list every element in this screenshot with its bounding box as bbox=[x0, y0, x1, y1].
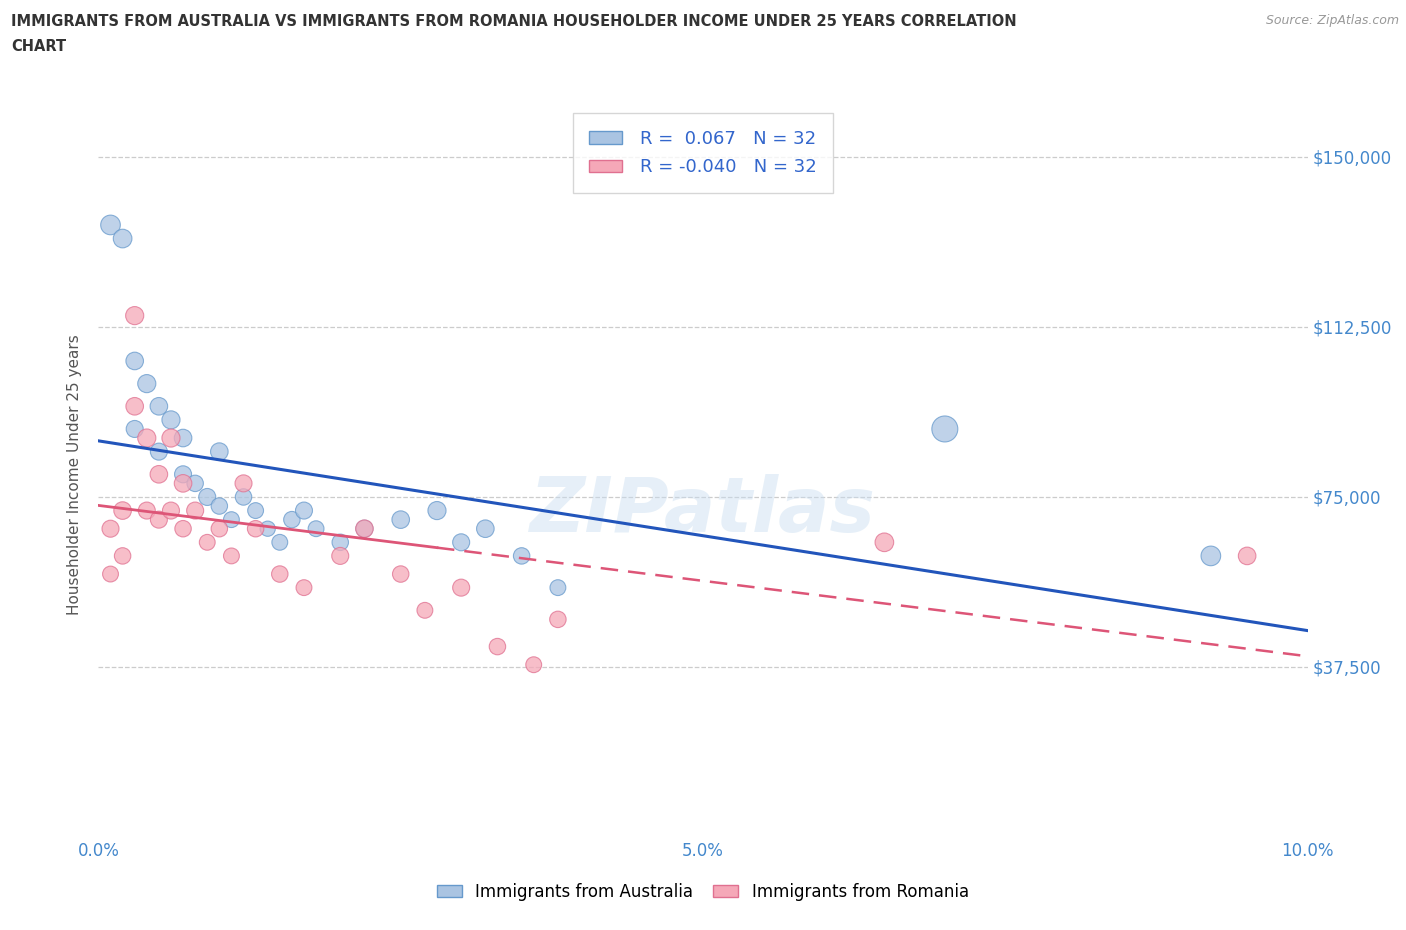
Point bbox=[148, 467, 170, 482]
Point bbox=[269, 566, 291, 581]
Point bbox=[245, 521, 267, 536]
Point bbox=[450, 535, 472, 550]
Point bbox=[510, 549, 533, 564]
Point bbox=[172, 476, 194, 491]
Point bbox=[353, 521, 375, 536]
Point bbox=[135, 431, 157, 445]
Point bbox=[184, 476, 207, 491]
Point bbox=[111, 503, 134, 518]
Point bbox=[195, 535, 218, 550]
Point bbox=[124, 421, 146, 436]
Point bbox=[329, 549, 352, 564]
Point bbox=[547, 580, 569, 595]
Point bbox=[1199, 549, 1222, 564]
Point bbox=[245, 503, 267, 518]
Point bbox=[474, 521, 496, 536]
Legend: Immigrants from Australia, Immigrants from Romania: Immigrants from Australia, Immigrants fr… bbox=[430, 876, 976, 908]
Text: Source: ZipAtlas.com: Source: ZipAtlas.com bbox=[1265, 14, 1399, 27]
Point bbox=[389, 512, 412, 527]
Text: IMMIGRANTS FROM AUSTRALIA VS IMMIGRANTS FROM ROMANIA HOUSEHOLDER INCOME UNDER 25: IMMIGRANTS FROM AUSTRALIA VS IMMIGRANTS … bbox=[11, 14, 1017, 29]
Point bbox=[135, 377, 157, 392]
Point bbox=[172, 521, 194, 536]
Point bbox=[486, 639, 509, 654]
Point bbox=[221, 549, 243, 564]
Point bbox=[135, 503, 157, 518]
Point bbox=[269, 535, 291, 550]
Point bbox=[450, 580, 472, 595]
Point bbox=[305, 521, 328, 536]
Point bbox=[292, 580, 315, 595]
Point bbox=[160, 503, 183, 518]
Point bbox=[172, 467, 194, 482]
Point bbox=[221, 512, 243, 527]
Legend: R =  0.067   N = 32, R = -0.040   N = 32: R = 0.067 N = 32, R = -0.040 N = 32 bbox=[574, 113, 832, 193]
Y-axis label: Householder Income Under 25 years: Householder Income Under 25 years bbox=[67, 334, 83, 615]
Point bbox=[232, 489, 254, 504]
Point bbox=[426, 503, 449, 518]
Point bbox=[292, 503, 315, 518]
Point bbox=[329, 535, 352, 550]
Point bbox=[148, 399, 170, 414]
Point bbox=[160, 413, 183, 428]
Point bbox=[389, 566, 412, 581]
Point bbox=[100, 218, 122, 232]
Point bbox=[124, 399, 146, 414]
Point bbox=[547, 612, 569, 627]
Point bbox=[523, 658, 546, 672]
Point bbox=[934, 421, 956, 436]
Point bbox=[208, 445, 231, 459]
Point bbox=[124, 353, 146, 368]
Point bbox=[172, 431, 194, 445]
Point bbox=[353, 521, 375, 536]
Point bbox=[111, 232, 134, 246]
Point bbox=[413, 603, 436, 618]
Point bbox=[111, 549, 134, 564]
Point bbox=[100, 566, 122, 581]
Point bbox=[208, 498, 231, 513]
Point bbox=[160, 431, 183, 445]
Point bbox=[195, 489, 218, 504]
Point bbox=[208, 521, 231, 536]
Point bbox=[873, 535, 896, 550]
Point bbox=[148, 445, 170, 459]
Point bbox=[1236, 549, 1258, 564]
Point bbox=[256, 521, 278, 536]
Point bbox=[184, 503, 207, 518]
Text: ZIPatlas: ZIPatlas bbox=[530, 473, 876, 548]
Text: CHART: CHART bbox=[11, 39, 66, 54]
Point bbox=[281, 512, 304, 527]
Point bbox=[148, 512, 170, 527]
Point bbox=[124, 308, 146, 323]
Point bbox=[100, 521, 122, 536]
Point bbox=[232, 476, 254, 491]
